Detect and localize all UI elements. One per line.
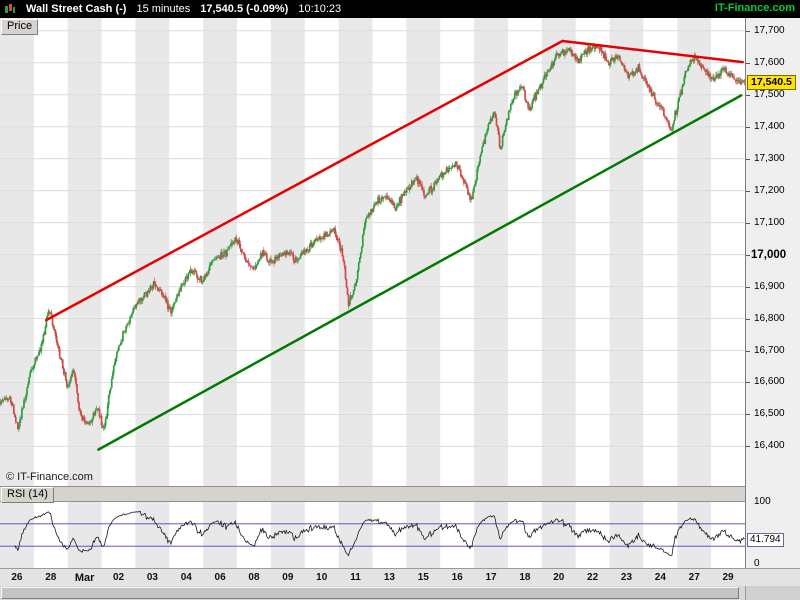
day-band	[406, 502, 441, 568]
y-axis-tick	[746, 350, 750, 352]
day-band	[677, 502, 712, 568]
day-band	[474, 502, 508, 568]
day-band	[0, 502, 34, 568]
x-axis-label: 08	[248, 572, 260, 583]
rsi-chart[interactable]	[0, 502, 745, 568]
x-axis-label: 02	[112, 572, 125, 583]
y-axis-label: 16,400	[754, 440, 785, 452]
x-axis-label: 24	[654, 572, 666, 583]
x-axis-label: 15	[417, 572, 429, 583]
watermark: © IT-Finance.com	[6, 471, 93, 483]
x-axis-label: 29	[722, 572, 734, 583]
trendline-lower-channel-support[interactable]	[97, 94, 743, 451]
day-band	[338, 502, 373, 568]
y-axis-label: 16,600	[754, 376, 785, 388]
x-axis-label: 20	[553, 572, 565, 583]
down-candle-bodies	[0, 45, 745, 430]
tab-rsi[interactable]: RSI (14)	[1, 487, 54, 503]
y-axis-label: 17,400	[754, 120, 785, 132]
y-axis-tick	[746, 318, 750, 320]
y-axis-tick	[746, 126, 750, 128]
y-axis-tick	[746, 446, 750, 448]
day-band	[677, 18, 712, 488]
rsi-current-marker: 41.794	[747, 532, 784, 547]
x-axis-label: 17	[485, 572, 497, 583]
y-axis-label: 16,900	[754, 280, 785, 292]
y-axis-label: 17,700	[754, 24, 785, 36]
y-axis-label: 17,300	[754, 152, 785, 164]
trendline-upper-resistance-falling[interactable]	[561, 39, 745, 64]
y-axis-label: 17,100	[754, 216, 785, 228]
x-axis-label: 03	[146, 572, 158, 583]
candlestick-chart-icon	[5, 4, 15, 13]
clock-label: 10:10:23	[298, 3, 342, 15]
price-axis[interactable]: 17,540.5 100 0 41.794 17,700 17,600 17,500…	[745, 18, 800, 569]
x-axis-label: 11	[350, 572, 361, 583]
brand-label: IT-Finance.com	[714, 2, 795, 14]
x-axis-label: 13	[383, 572, 395, 583]
y-axis-tick	[746, 222, 750, 224]
day-band	[0, 18, 34, 488]
y-axis-label: 16,700	[754, 344, 785, 356]
y-axis-label: 17,000	[751, 248, 787, 261]
y-axis-tick	[746, 158, 750, 160]
day-band	[338, 18, 373, 488]
day-band	[541, 18, 576, 488]
x-axis-label: Mar	[74, 572, 95, 584]
timeframe-label: 15 minutes	[136, 3, 191, 15]
x-axis-label: 26	[11, 572, 23, 583]
x-axis-label: 28	[45, 572, 57, 583]
x-axis-label: 22	[587, 572, 599, 583]
day-band	[609, 18, 644, 488]
trendline-upper-channel-rising[interactable]	[44, 39, 564, 322]
day-band	[67, 502, 102, 568]
x-axis-label: 16	[451, 572, 463, 583]
day-band	[474, 18, 508, 488]
y-axis-tick	[746, 62, 750, 64]
y-axis-tick	[746, 30, 750, 32]
y-axis-tick	[746, 286, 750, 288]
tab-price[interactable]: Price	[1, 19, 39, 35]
instrument-title: Wall Street Cash (-)	[26, 3, 127, 15]
up-candle-bodies	[0, 45, 745, 430]
rsi-axis-min: 0	[754, 558, 760, 569]
x-axis-label: 09	[282, 572, 294, 583]
day-band	[135, 18, 170, 488]
horizontal-scrollbar[interactable]	[0, 586, 800, 600]
current-price-marker: 17,540.5	[747, 74, 796, 90]
x-axis-label: 27	[688, 572, 700, 583]
quote-label: 17,540.5 (-0.09%)	[200, 3, 289, 15]
y-axis-label: 17,600	[754, 56, 785, 68]
y-axis-tick	[746, 254, 750, 256]
y-axis-label: 17,500	[754, 88, 785, 100]
scrollbar-corner	[745, 586, 800, 600]
x-axis-label: 04	[180, 572, 192, 583]
y-axis-label: 17,200	[754, 184, 785, 196]
x-axis-label: 23	[620, 572, 633, 583]
y-axis-tick	[746, 382, 750, 384]
rsi-axis-max: 100	[754, 496, 771, 507]
y-axis-label: 16,800	[754, 312, 785, 324]
day-band	[203, 502, 238, 568]
day-band	[541, 502, 576, 568]
scrollbar-thumb[interactable]	[1, 587, 739, 599]
y-axis-tick	[746, 94, 750, 96]
header-bar: Wall Street Cash (-) 15 minutes 17,540.5…	[0, 0, 800, 18]
x-axis-label: 10	[316, 572, 328, 583]
time-axis[interactable]: 26 28 Mar 02 03 04 06 08 09 10 11 13 15 16 17 18 20 22 23 2…	[0, 568, 800, 586]
y-axis-tick	[746, 414, 750, 416]
x-axis-label: 18	[519, 572, 531, 583]
price-chart[interactable]	[0, 18, 745, 488]
x-axis-label: 06	[214, 572, 226, 583]
y-axis-label: 16,500	[754, 408, 785, 420]
day-band	[406, 18, 441, 488]
rsi-line	[14, 510, 745, 557]
y-axis-tick	[746, 190, 750, 192]
panel-divider	[0, 486, 745, 502]
